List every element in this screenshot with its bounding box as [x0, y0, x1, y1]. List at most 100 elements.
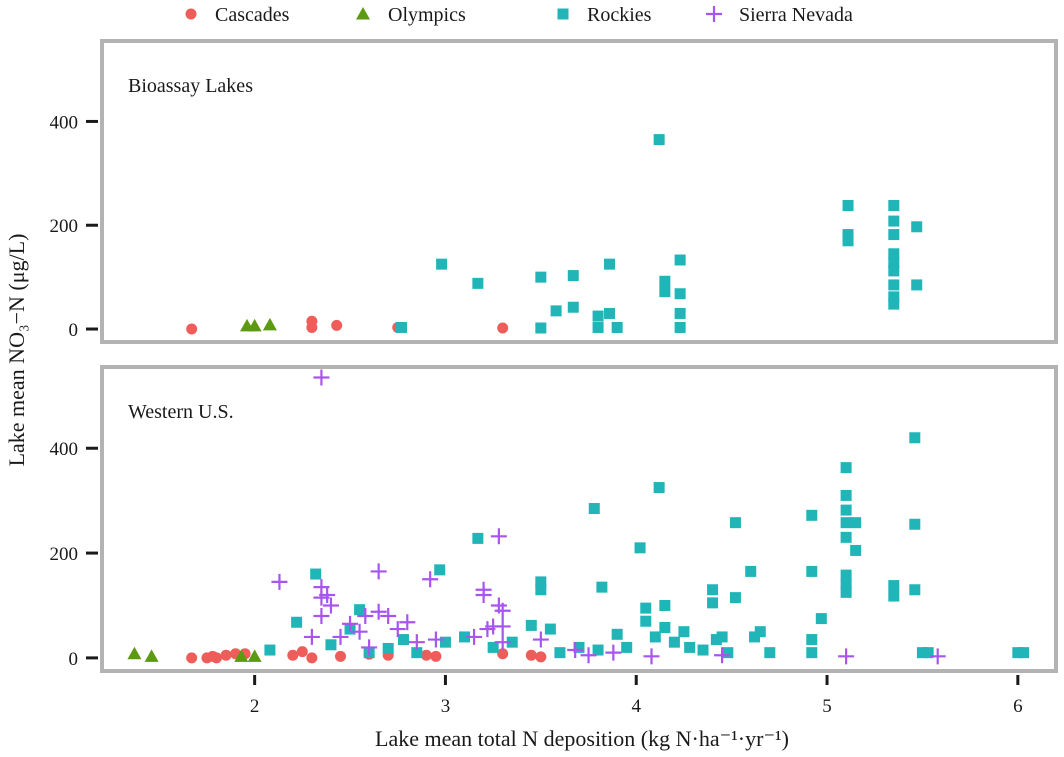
data-point-rockies	[653, 482, 665, 494]
data-point-rockies	[888, 229, 900, 241]
data-point-sierra-nevada	[322, 597, 339, 614]
data-point-rockies	[525, 619, 537, 631]
data-point-rockies	[674, 307, 686, 319]
data-point-rockies	[291, 616, 303, 628]
data-point-rockies	[604, 258, 616, 270]
data-point-rockies	[888, 291, 900, 303]
data-point-sierra-nevada	[408, 634, 425, 651]
data-point-rockies	[1018, 647, 1030, 659]
data-point-rockies	[325, 639, 337, 651]
data-point-sierra-nevada	[357, 607, 374, 624]
data-point-rockies	[659, 286, 671, 298]
data-point-rockies	[729, 517, 741, 529]
data-point-rockies	[459, 631, 471, 643]
x-tick-label: 2	[250, 696, 260, 717]
y-tick-label: 0	[69, 649, 79, 670]
data-point-rockies	[1012, 647, 1024, 659]
data-point-rockies	[909, 432, 921, 444]
data-point-rockies	[592, 321, 604, 333]
data-point-sierra-nevada	[332, 628, 349, 645]
data-point-olympics	[262, 317, 277, 331]
data-point-rockies	[840, 569, 852, 581]
series-cascades	[186, 315, 509, 335]
data-point-rockies	[611, 628, 623, 640]
data-point-rockies	[842, 229, 854, 241]
panel-frame	[100, 365, 1058, 673]
data-point-sierra-nevada	[399, 614, 416, 631]
data-point-sierra-nevada	[643, 648, 660, 665]
x-tick-label: 4	[631, 696, 641, 717]
data-point-rockies	[472, 277, 484, 289]
data-point-rockies	[888, 248, 900, 260]
data-point-cascades	[296, 646, 308, 658]
data-point-rockies	[649, 631, 661, 643]
data-point-rockies	[840, 489, 852, 501]
data-point-rockies	[684, 641, 696, 653]
data-point-olympics	[144, 649, 159, 662]
series-rockies	[264, 432, 1030, 659]
data-point-rockies	[659, 621, 671, 633]
legend-label-sierra-nevada: Sierra Nevada	[739, 4, 853, 26]
data-point-rockies	[842, 200, 854, 212]
data-point-rockies	[888, 298, 900, 310]
data-point-rockies	[840, 531, 852, 543]
legend-marker-olympics	[356, 7, 370, 20]
data-point-cascades	[535, 651, 547, 663]
data-point-sierra-nevada	[714, 647, 731, 664]
data-point-rockies	[697, 644, 709, 656]
x-tick-label: 6	[1013, 696, 1023, 717]
legend-label-cascades: Cascades	[215, 4, 290, 26]
y-tick-label: 400	[50, 439, 79, 460]
y-tick-label: 200	[50, 216, 79, 237]
data-point-rockies	[888, 580, 900, 592]
data-point-sierra-nevada	[466, 628, 483, 645]
data-point-cascades	[430, 650, 442, 662]
data-point-cascades	[220, 649, 232, 661]
data-point-rockies	[674, 254, 686, 266]
data-point-rockies	[653, 134, 665, 146]
data-point-sierra-nevada	[567, 642, 584, 659]
series-olympics	[127, 646, 262, 662]
data-point-rockies	[850, 544, 862, 556]
data-point-rockies	[604, 307, 616, 319]
data-point-rockies	[842, 235, 854, 247]
data-point-rockies	[310, 568, 322, 580]
data-point-rockies	[411, 647, 423, 659]
data-point-rockies	[840, 586, 852, 598]
legend-marker-cascades	[185, 8, 197, 20]
data-point-rockies	[487, 641, 499, 653]
data-point-olympics	[247, 318, 262, 332]
panels: Bioassay Lakes 0 200 400 Western U.S. 0 200 400…	[50, 39, 1058, 717]
data-point-cascades	[497, 648, 509, 660]
panel-label: Bioassay Lakes	[128, 75, 253, 97]
data-point-rockies	[659, 275, 671, 287]
data-point-rockies	[554, 647, 566, 659]
data-point-sierra-nevada	[342, 615, 359, 632]
data-point-cascades	[335, 650, 346, 662]
data-point-rockies	[840, 504, 852, 516]
data-point-rockies	[922, 647, 934, 659]
data-point-cascades	[186, 652, 198, 664]
data-point-rockies	[592, 310, 604, 322]
data-point-rockies	[678, 626, 690, 638]
legend-marker-rockies	[557, 8, 569, 20]
data-point-sierra-nevada	[313, 607, 330, 624]
data-point-rockies	[916, 647, 928, 659]
data-point-rockies	[588, 503, 600, 515]
x-tick-label: 5	[822, 696, 832, 717]
data-point-rockies	[436, 258, 448, 270]
x-axis-title: Lake mean total N deposition (kg N·ha⁻¹·…	[375, 726, 789, 751]
data-point-rockies	[850, 517, 862, 529]
data-point-sierra-nevada	[494, 618, 511, 635]
data-point-sierra-nevada	[605, 644, 622, 661]
panel-bioassay-lakes: Bioassay Lakes 0 200 400	[50, 39, 1058, 344]
data-point-rockies	[888, 215, 900, 227]
data-point-rockies	[535, 322, 547, 334]
panel-label: Western U.S.	[128, 401, 234, 423]
data-point-rockies	[506, 636, 518, 648]
data-point-olympics	[127, 646, 142, 660]
data-point-rockies	[439, 636, 451, 648]
data-point-sierra-nevada	[319, 587, 336, 603]
data-point-rockies	[567, 270, 579, 282]
